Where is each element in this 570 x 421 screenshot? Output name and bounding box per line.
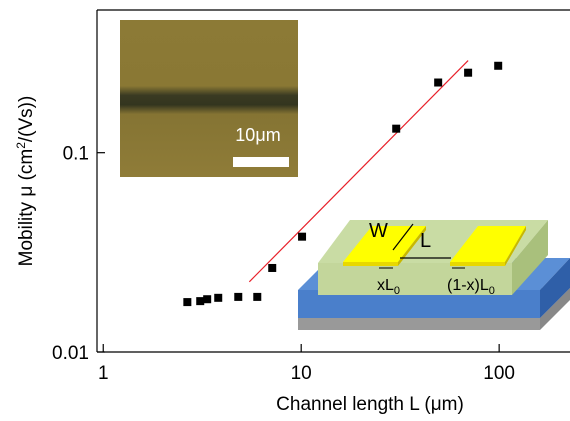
width-label: W [369, 220, 388, 242]
data-point [203, 295, 211, 303]
device-schematic: W L xL0 (1-x)L0 [298, 220, 570, 330]
electrode-right-front [450, 262, 505, 266]
text: /(Vs)) [16, 96, 37, 142]
inset-image: 10μm [120, 20, 298, 177]
substrate-front [298, 318, 540, 330]
y-tick-label: 0.01 [52, 343, 89, 364]
data-point [234, 293, 242, 301]
y-tick-label: 0.1 [63, 144, 89, 165]
chart: 10μm W L xL0 (1-x)L0 Channel length L (μ… [0, 0, 570, 416]
data-point [214, 294, 222, 302]
electrode-left-front [343, 262, 398, 266]
data-point [196, 297, 204, 305]
y-axis-label: Mobility μ (cm2/(Vs)) [14, 96, 37, 267]
data-point [183, 298, 191, 306]
scale-bar [233, 157, 289, 167]
data-point [392, 125, 400, 133]
text: (1-x)L [447, 277, 489, 294]
data-point [298, 233, 306, 241]
data-point [253, 293, 261, 301]
data-point [268, 264, 276, 272]
subscript: 0 [394, 285, 400, 297]
x-axis-label: Channel length L (μm) [276, 394, 464, 415]
data-point [464, 69, 472, 77]
text: Mobility μ (cm [16, 149, 37, 267]
text: xL [377, 277, 394, 294]
micrograph [120, 20, 298, 177]
x-tick-label: 10 [291, 363, 312, 384]
x-tick-label: 100 [483, 363, 515, 384]
length-label: L [420, 230, 431, 252]
scale-label: 10μm [235, 125, 280, 145]
data-point [494, 62, 502, 70]
subscript: 0 [489, 285, 495, 297]
data-point [434, 79, 442, 87]
x-tick-label: 1 [98, 363, 109, 384]
